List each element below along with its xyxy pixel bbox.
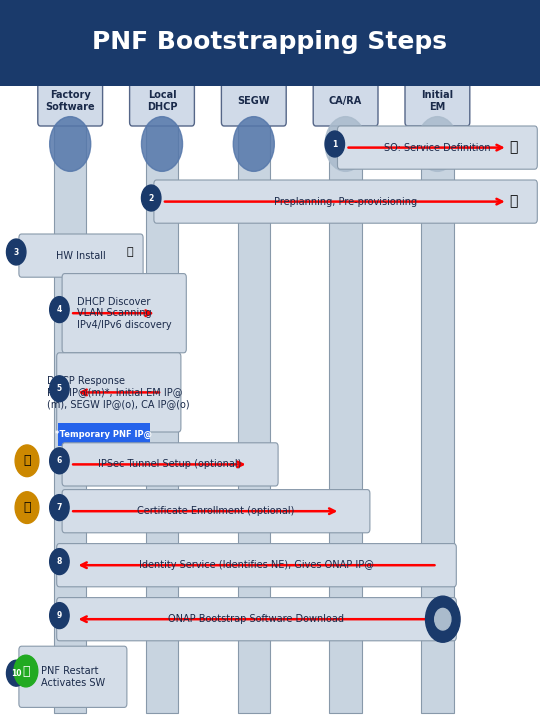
- Text: 4: 4: [57, 305, 62, 314]
- Circle shape: [15, 492, 39, 523]
- Circle shape: [141, 117, 183, 171]
- FancyBboxPatch shape: [57, 544, 456, 587]
- Text: DHCP Response
PNF IP@(m)*, Initial EM IP@
(m), SEGW IP@(o), CA IP@(o): DHCP Response PNF IP@(m)*, Initial EM IP…: [48, 376, 190, 409]
- FancyBboxPatch shape: [54, 101, 86, 713]
- Circle shape: [426, 596, 460, 642]
- Text: Certificate Enrollment (optional): Certificate Enrollment (optional): [137, 506, 295, 516]
- Text: Factory
Software: Factory Software: [45, 90, 95, 112]
- FancyBboxPatch shape: [238, 101, 270, 713]
- Text: 🔒: 🔒: [23, 501, 31, 514]
- FancyBboxPatch shape: [329, 101, 362, 713]
- FancyBboxPatch shape: [19, 647, 127, 707]
- Text: SO: Service Definition: SO: Service Definition: [384, 143, 491, 153]
- Text: PNF Bootstrapping Steps: PNF Bootstrapping Steps: [92, 30, 448, 54]
- FancyBboxPatch shape: [146, 101, 178, 713]
- Text: 7: 7: [57, 503, 62, 512]
- FancyBboxPatch shape: [62, 443, 278, 486]
- Text: 3: 3: [14, 248, 19, 256]
- Text: CA/RA: CA/RA: [329, 96, 362, 106]
- Circle shape: [417, 117, 458, 171]
- Text: 9: 9: [57, 611, 62, 620]
- FancyBboxPatch shape: [405, 76, 470, 126]
- FancyBboxPatch shape: [313, 76, 378, 126]
- Text: ⏻: ⏻: [22, 665, 30, 678]
- FancyBboxPatch shape: [154, 180, 537, 223]
- FancyBboxPatch shape: [57, 353, 181, 432]
- Text: Local
DHCP: Local DHCP: [147, 90, 177, 112]
- Text: 🧍: 🧍: [509, 194, 517, 209]
- Text: 5: 5: [57, 384, 62, 393]
- Circle shape: [15, 445, 39, 477]
- FancyBboxPatch shape: [62, 490, 370, 533]
- Text: PNF Restart
Activates SW: PNF Restart Activates SW: [41, 666, 105, 688]
- Circle shape: [6, 239, 26, 265]
- Circle shape: [6, 660, 26, 686]
- Circle shape: [141, 185, 161, 211]
- FancyBboxPatch shape: [57, 598, 456, 641]
- Circle shape: [50, 448, 69, 474]
- Circle shape: [50, 117, 91, 171]
- Text: *Temporary PNF IP@: *Temporary PNF IP@: [56, 430, 152, 438]
- FancyBboxPatch shape: [38, 76, 103, 126]
- Text: ONAP Bootstrap Software Download: ONAP Bootstrap Software Download: [168, 614, 345, 624]
- Text: 6: 6: [57, 456, 62, 465]
- Text: DHCP Discover
VLAN Scanning
IPv4/IPv6 discovery: DHCP Discover VLAN Scanning IPv4/IPv6 di…: [77, 297, 172, 330]
- Circle shape: [14, 655, 38, 687]
- Circle shape: [50, 297, 69, 323]
- FancyBboxPatch shape: [0, 0, 540, 86]
- Text: IPSec Tunnel Setup (optional): IPSec Tunnel Setup (optional): [98, 459, 242, 469]
- Circle shape: [50, 495, 69, 521]
- Text: 🧍: 🧍: [509, 140, 517, 155]
- Text: 🔒: 🔒: [23, 454, 31, 467]
- Circle shape: [50, 376, 69, 402]
- Circle shape: [325, 117, 366, 171]
- Text: Preplanning, Pre-provisioning: Preplanning, Pre-provisioning: [274, 197, 417, 207]
- Text: 2: 2: [148, 194, 154, 202]
- FancyBboxPatch shape: [62, 274, 186, 353]
- Text: 1: 1: [332, 140, 338, 148]
- Circle shape: [233, 117, 274, 171]
- FancyBboxPatch shape: [58, 423, 150, 446]
- Text: 8: 8: [57, 557, 62, 566]
- Circle shape: [435, 608, 451, 630]
- FancyBboxPatch shape: [338, 126, 537, 169]
- Text: 🧍: 🧍: [126, 247, 133, 257]
- Circle shape: [50, 603, 69, 629]
- Circle shape: [325, 131, 345, 157]
- Text: SEGW: SEGW: [238, 96, 270, 106]
- Text: 10: 10: [11, 669, 22, 678]
- Text: Initial
EM: Initial EM: [421, 90, 454, 112]
- FancyBboxPatch shape: [421, 101, 454, 713]
- Text: HW Install: HW Install: [56, 251, 106, 261]
- FancyBboxPatch shape: [19, 234, 143, 277]
- Circle shape: [50, 549, 69, 575]
- FancyBboxPatch shape: [221, 76, 286, 126]
- Text: Identity Service (Identifies NE), Gives ONAP IP@: Identity Service (Identifies NE), Gives …: [139, 560, 374, 570]
- FancyBboxPatch shape: [130, 76, 194, 126]
